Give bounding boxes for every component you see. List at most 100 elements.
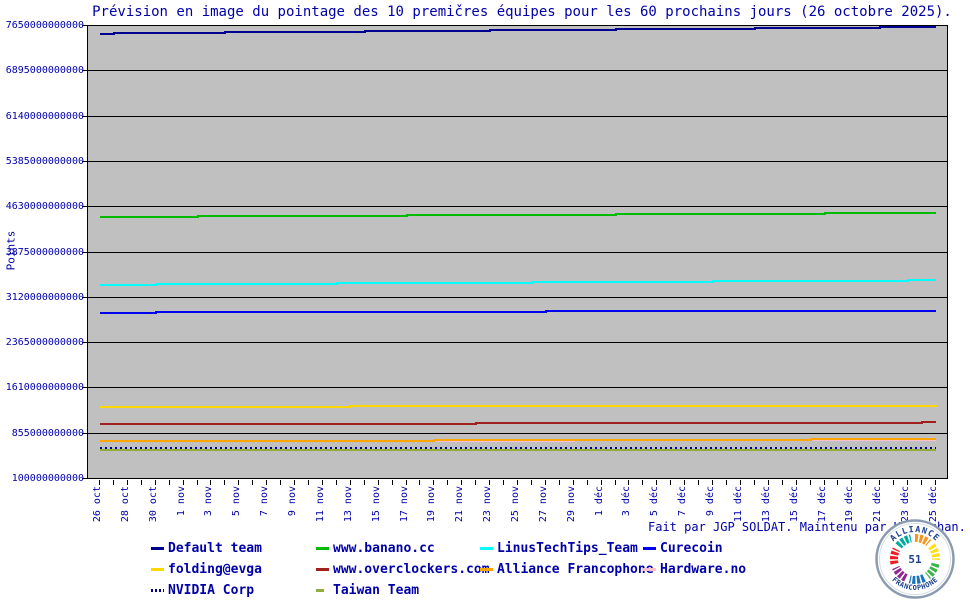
y-tick-label: 7650000000000 [5, 20, 84, 31]
x-tick [433, 480, 434, 485]
x-tick [127, 480, 128, 485]
x-tick [238, 480, 239, 485]
legend-label-www-banano-cc: www.banano.cc [333, 541, 435, 556]
x-tick-label: 19 déc [844, 486, 855, 523]
gridline [88, 252, 947, 253]
x-tick [545, 480, 546, 485]
x-tick [183, 480, 184, 485]
x-tick-label: 21 nov [454, 486, 465, 523]
plot-area [87, 25, 948, 479]
legend-label-alliance-francophone: Alliance Francophone [497, 562, 654, 577]
x-tick [907, 480, 908, 485]
x-tick [684, 480, 685, 485]
series-line-linustechtips-team [100, 279, 936, 286]
y-tick [82, 252, 87, 253]
y-tick-label: 1610000000000 [5, 382, 84, 393]
x-tick [461, 480, 462, 485]
credit-text: Fait par JGP SOLDAT. Maintenu par Kana-c… [648, 520, 966, 534]
legend-swatch-taiwan-team [316, 589, 324, 592]
x-tick [754, 480, 755, 485]
logo-ring-segment [890, 547, 901, 565]
alliance-francophone-logo: ALLIANCE FRANCOPHONE 51 [874, 518, 956, 600]
gridline [88, 387, 947, 388]
x-tick [740, 480, 741, 485]
x-tick [615, 480, 616, 485]
x-tick [698, 480, 699, 485]
series-line-www-banano-cc [100, 212, 936, 218]
gridline [88, 116, 947, 117]
x-tick [99, 480, 100, 485]
x-tick [308, 480, 309, 485]
x-tick [712, 480, 713, 485]
x-tick-label: 26 oct [92, 486, 103, 523]
logo-outer-circle [875, 519, 955, 599]
x-tick-label: 1 déc [594, 486, 605, 517]
legend-label-hardware-no: Hardware.no [660, 562, 747, 577]
x-tick-label: 5 nov [231, 486, 242, 517]
legend-label-www-overclockers-com: www.overclockers.com [333, 562, 490, 577]
y-tick-label: 3875000000000 [5, 247, 84, 258]
x-tick-label: 19 nov [426, 486, 437, 523]
x-tick-label: 11 nov [315, 486, 326, 523]
x-tick [601, 480, 602, 485]
x-tick [447, 480, 448, 485]
y-tick-label: 2365000000000 [5, 337, 84, 348]
x-tick [865, 480, 866, 485]
x-tick-label: 15 nov [371, 486, 382, 523]
x-tick [364, 480, 365, 485]
gridline [88, 433, 947, 434]
x-tick-label: 25 nov [510, 486, 521, 523]
logo-ring-segment [914, 534, 932, 547]
y-tick [82, 478, 87, 479]
x-tick [893, 480, 894, 485]
y-tick-label: 6895000000000 [5, 65, 84, 76]
x-tick [587, 480, 588, 485]
x-tick-label: 13 nov [343, 486, 354, 523]
x-tick [210, 480, 211, 485]
x-tick [517, 480, 518, 485]
y-tick [82, 70, 87, 71]
x-tick [322, 480, 323, 485]
x-tick-label: 17 nov [399, 486, 410, 523]
legend-label-linustechtips-team: LinusTechTips_Team [497, 541, 638, 556]
x-tick [531, 480, 532, 485]
x-tick-label: 3 nov [203, 486, 214, 517]
x-tick [921, 480, 922, 485]
x-tick [851, 480, 852, 485]
legend-swatch-nvidia-corp [151, 589, 164, 592]
x-tick [642, 480, 643, 485]
legend-swatch-www-overclockers-com [316, 568, 329, 571]
x-tick [489, 480, 490, 485]
y-tick-label: 5385000000000 [5, 156, 84, 167]
x-tick [768, 480, 769, 485]
y-tick [82, 25, 87, 26]
x-tick [266, 480, 267, 485]
legend: Default team www.banano.cc LinusTechTips_T… [0, 536, 970, 600]
y-tick [82, 433, 87, 434]
x-tick [475, 480, 476, 485]
x-tick [935, 480, 936, 485]
x-tick [726, 480, 727, 485]
x-tick-label: 9 nov [287, 486, 298, 517]
logo-ring-segment [895, 534, 913, 549]
series-line-www-overclockers-com [100, 421, 936, 425]
logo-center-number: 51 [908, 553, 922, 566]
legend-swatch-folding-evga [151, 568, 164, 571]
series-line-default-team [100, 26, 936, 35]
x-tick [350, 480, 351, 485]
legend-label-nvidia-corp: NVIDIA Corp [168, 583, 255, 598]
x-tick-label: 21 déc [872, 486, 883, 523]
gridline [88, 161, 947, 162]
y-tick [82, 342, 87, 343]
y-tick [82, 387, 87, 388]
x-tick-label: 17 déc [817, 486, 828, 523]
gridline [88, 70, 947, 71]
y-tick [82, 206, 87, 207]
legend-label-default-team: Default team [168, 541, 262, 556]
x-tick [336, 480, 337, 485]
x-tick [113, 480, 114, 485]
x-tick [419, 480, 420, 485]
x-tick-label: 9 déc [705, 486, 716, 517]
gridline [88, 297, 947, 298]
